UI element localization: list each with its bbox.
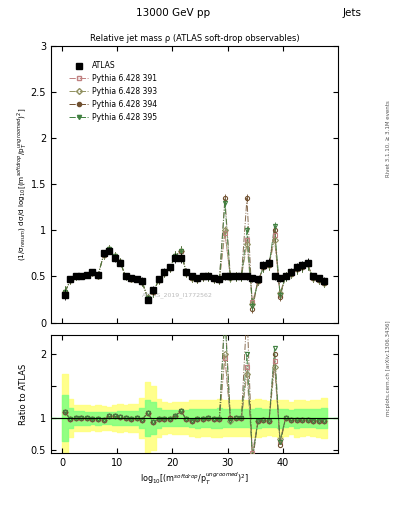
X-axis label: log$_{10}$[(m$^{soft drop}$/p$_T^{ungroomed}$)$^2$]: log$_{10}$[(m$^{soft drop}$/p$_T^{ungroo… [140,471,249,487]
Y-axis label: Ratio to ATLAS: Ratio to ATLAS [19,364,28,425]
Text: Rivet 3.1.10, ≥ 3.1M events: Rivet 3.1.10, ≥ 3.1M events [386,100,391,177]
Text: 13000 GeV pp: 13000 GeV pp [136,8,210,18]
Text: Jets: Jets [343,8,362,18]
Legend: ATLAS, Pythia 6.428 391, Pythia 6.428 393, Pythia 6.428 394, Pythia 6.428 395: ATLAS, Pythia 6.428 391, Pythia 6.428 39… [66,58,160,124]
Text: ATLAS_2019_I1772562: ATLAS_2019_I1772562 [142,292,213,298]
Text: mcplots.cern.ch [arXiv:1306.3436]: mcplots.cern.ch [arXiv:1306.3436] [386,321,391,416]
Text: Relative jet mass ρ (ATLAS soft-drop observables): Relative jet mass ρ (ATLAS soft-drop obs… [90,34,299,44]
Y-axis label: (1/σ$_{resum}$) dσ/d log$_{10}$[(m$^{soft drop}$/p$_T^{ungroomed}$)$^2$]: (1/σ$_{resum}$) dσ/d log$_{10}$[(m$^{sof… [16,108,29,261]
